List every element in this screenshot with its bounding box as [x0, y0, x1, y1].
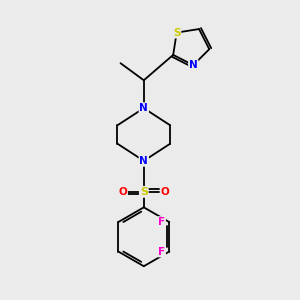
Text: S: S	[173, 28, 181, 38]
Text: O: O	[118, 187, 127, 197]
Text: N: N	[189, 60, 198, 70]
Text: N: N	[140, 103, 148, 113]
Text: F: F	[158, 247, 165, 256]
Text: N: N	[140, 156, 148, 166]
Text: O: O	[160, 187, 169, 197]
Text: F: F	[158, 217, 165, 227]
Text: S: S	[140, 187, 148, 197]
